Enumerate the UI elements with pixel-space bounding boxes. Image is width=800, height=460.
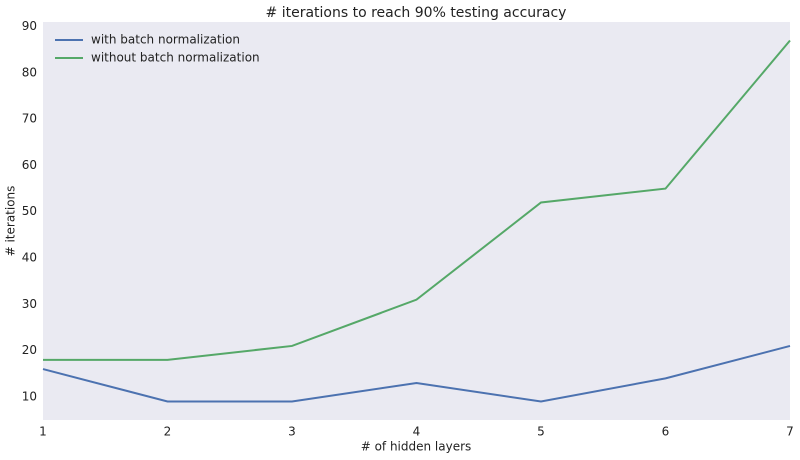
x-tick-label: 4 [413, 425, 421, 439]
line [42, 344, 791, 403]
y-tick-label: 70 [22, 112, 37, 126]
y-tick-label: 30 [22, 297, 37, 311]
y-tick-label: 60 [22, 158, 37, 172]
y-tick-label: 50 [22, 204, 37, 218]
y-axis-label: # iterations [4, 186, 18, 257]
x-tick-label: 7 [786, 425, 794, 439]
legend-label: without batch normalization [91, 51, 260, 65]
legend-label: with batch normalization [91, 33, 240, 47]
x-tick-label: 6 [662, 425, 670, 439]
line [43, 39, 791, 361]
x-tick-label: 1 [39, 425, 47, 439]
x-tick-label: 2 [164, 425, 172, 439]
x-tick-label: 5 [537, 425, 545, 439]
x-tick-label: 3 [288, 425, 296, 439]
y-tick-label: 40 [22, 251, 37, 265]
y-tick-label: 80 [22, 65, 37, 79]
x-axis-label: # of hidden layers [361, 440, 472, 454]
y-tick-label: 20 [22, 343, 37, 357]
y-tick-label: 10 [22, 389, 37, 403]
chart-title: # iterations to reach 90% testing accura… [266, 5, 567, 21]
plot-area [43, 22, 790, 420]
y-tick-label: 90 [22, 19, 37, 33]
